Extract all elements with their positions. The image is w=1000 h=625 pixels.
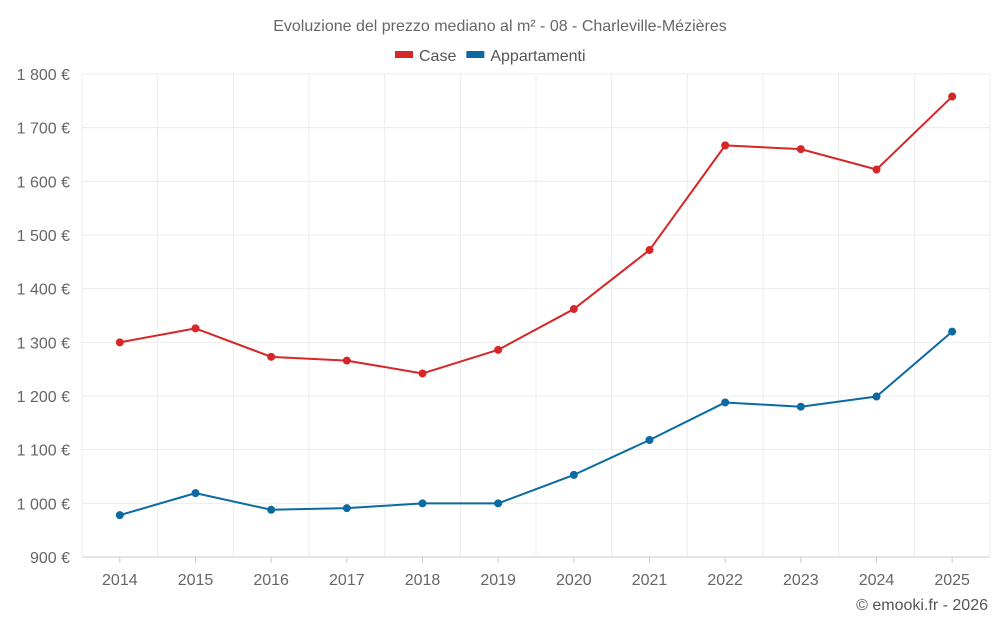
grid-lines — [81, 73, 991, 558]
data-point-appartamenti[interactable] — [342, 504, 351, 513]
data-point-case[interactable] — [721, 141, 730, 150]
data-point-case[interactable] — [418, 369, 427, 378]
legend-swatch-case — [395, 51, 413, 58]
data-point-appartamenti[interactable] — [267, 505, 276, 514]
data-point-appartamenti[interactable] — [645, 436, 654, 445]
y-tick-label: 1 300 € — [17, 335, 70, 352]
x-tick-label: 2021 — [632, 572, 668, 589]
x-tick-label: 2016 — [253, 572, 289, 589]
series-appartamenti — [115, 327, 957, 520]
data-point-case[interactable] — [948, 92, 957, 101]
data-point-case[interactable] — [796, 145, 805, 154]
legend-label-case: Case — [419, 48, 456, 65]
data-point-appartamenti[interactable] — [796, 402, 805, 411]
legend-item-appartamenti[interactable]: Appartamenti — [466, 48, 586, 65]
legend-swatch-appartamenti — [466, 51, 485, 58]
legend-label-appartamenti: Appartamenti — [490, 48, 585, 65]
y-tick-label: 1 400 € — [17, 282, 70, 299]
data-point-case[interactable] — [342, 356, 351, 365]
series-group — [115, 92, 957, 520]
x-tick-label: 2023 — [783, 572, 819, 589]
data-point-case[interactable] — [267, 352, 276, 361]
data-point-appartamenti[interactable] — [948, 327, 957, 336]
y-tick-label: 1 800 € — [17, 67, 70, 84]
y-tick-label: 900 € — [30, 550, 70, 567]
data-point-case[interactable] — [115, 338, 124, 347]
x-tick-label: 2020 — [556, 572, 592, 589]
y-tick-label: 1 600 € — [17, 174, 70, 191]
y-tick-label: 1 500 € — [17, 228, 70, 245]
data-point-appartamenti[interactable] — [721, 398, 730, 407]
legend-item-case[interactable]: Case — [395, 48, 456, 65]
x-tick-label: 2015 — [178, 572, 214, 589]
chart-title: Evoluzione del prezzo mediano al m² - 08… — [273, 18, 727, 35]
data-point-appartamenti[interactable] — [115, 511, 124, 520]
credit-text: © emooki.fr - 2026 — [856, 597, 988, 614]
x-tick-label: 2024 — [859, 572, 895, 589]
series-case — [115, 92, 957, 378]
data-point-case[interactable] — [191, 324, 200, 333]
data-point-appartamenti[interactable] — [872, 392, 881, 401]
data-point-case[interactable] — [494, 345, 503, 354]
y-axis: 900 € 1 000 € 1 100 € 1 200 € 1 300 € 1 400 €… — [17, 67, 70, 567]
x-tick-label: 2017 — [329, 572, 365, 589]
data-point-appartamenti[interactable] — [569, 470, 578, 479]
x-tick-label: 2025 — [934, 572, 970, 589]
data-point-appartamenti[interactable] — [418, 499, 427, 508]
data-point-case[interactable] — [569, 305, 578, 314]
x-tick-label: 2022 — [707, 572, 743, 589]
data-point-case[interactable] — [872, 165, 881, 174]
x-tick-label: 2014 — [102, 572, 138, 589]
y-tick-label: 1 100 € — [17, 443, 70, 460]
data-point-appartamenti[interactable] — [191, 489, 200, 498]
x-tick-label: 2018 — [405, 572, 441, 589]
y-tick-label: 1 700 € — [17, 121, 70, 138]
series-line-appartamenti — [119, 330, 953, 517]
data-point-appartamenti[interactable] — [494, 499, 503, 508]
legend: Case Appartamenti — [395, 48, 586, 65]
y-tick-label: 1 000 € — [17, 496, 70, 513]
x-tick-label: 2019 — [480, 572, 516, 589]
x-axis: 2014 2015 2016 2017 2018 2019 2020 2021 2022 2023… — [102, 557, 970, 589]
series-line-case — [119, 95, 953, 375]
y-tick-label: 1 200 € — [17, 389, 70, 406]
data-point-case[interactable] — [645, 246, 654, 255]
